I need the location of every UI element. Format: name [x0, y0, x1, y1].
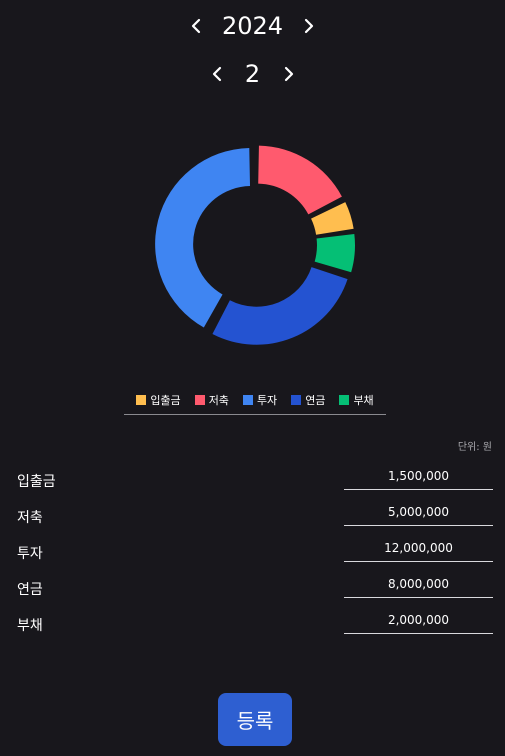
entry-row-pension: 연금 8,000,000	[0, 571, 505, 607]
entry-row-investment: 투자 12,000,000	[0, 535, 505, 571]
month-selector: 2	[0, 56, 505, 92]
legend-label: 투자	[256, 394, 278, 407]
entry-input[interactable]: 8,000,000	[344, 571, 493, 598]
prev-month-button[interactable]	[203, 60, 231, 88]
chevron-left-icon	[191, 18, 201, 34]
legend-swatch	[136, 395, 147, 405]
donut-slice-부채[interactable]	[314, 233, 355, 273]
legend-label: 입출금	[150, 394, 181, 407]
entry-label: 부채	[17, 618, 43, 634]
entry-label: 입출금	[17, 474, 56, 490]
donut-slice-투자[interactable]	[155, 148, 251, 328]
donut-slice-저축[interactable]	[258, 145, 342, 215]
legend-swatch	[291, 395, 302, 405]
entry-label: 저축	[17, 510, 43, 526]
chart-legend: 입출금 저축 투자 연금 부채	[124, 392, 386, 415]
next-year-button[interactable]	[295, 12, 323, 40]
unit-note: 단위: 원	[457, 442, 492, 453]
entry-row-savings: 저축 5,000,000	[0, 499, 505, 535]
legend-swatch	[194, 395, 205, 405]
legend-swatch	[339, 395, 350, 405]
legend-item[interactable]: 연금	[291, 392, 325, 408]
legend-item[interactable]: 투자	[242, 392, 278, 408]
legend-label: 저축	[208, 394, 229, 407]
entry-input[interactable]: 5,000,000	[344, 499, 493, 526]
entry-input[interactable]: 12,000,000	[344, 535, 493, 562]
legend-item[interactable]: 입출금	[136, 392, 181, 408]
entry-row-deposit: 입출금 1,500,000	[0, 463, 505, 499]
entry-label: 투자	[17, 546, 43, 562]
month-value: 2	[244, 60, 261, 88]
chevron-left-icon	[212, 66, 221, 82]
year-selector: 2024	[0, 8, 505, 44]
submit-button[interactable]: 등록	[218, 693, 292, 746]
year-value: 2024	[221, 12, 284, 40]
chevron-right-icon	[284, 66, 293, 82]
chevron-right-icon	[304, 18, 314, 34]
asset-donut-chart	[155, 145, 355, 345]
entry-row-debt: 부채 2,000,000	[0, 607, 505, 643]
next-month-button[interactable]	[275, 60, 303, 88]
legend-label: 부채	[353, 394, 374, 407]
prev-year-button[interactable]	[182, 12, 210, 40]
legend-item[interactable]: 부채	[339, 392, 374, 408]
entry-input[interactable]: 2,000,000	[344, 607, 493, 634]
legend-label: 연금	[305, 394, 326, 407]
legend-swatch	[242, 395, 253, 405]
legend-item[interactable]: 저축	[194, 392, 229, 408]
entry-input[interactable]: 1,500,000	[344, 463, 493, 490]
entry-label: 연금	[17, 582, 43, 598]
donut-slice-연금[interactable]	[212, 267, 348, 345]
donut-slice-입출금[interactable]	[311, 202, 354, 235]
